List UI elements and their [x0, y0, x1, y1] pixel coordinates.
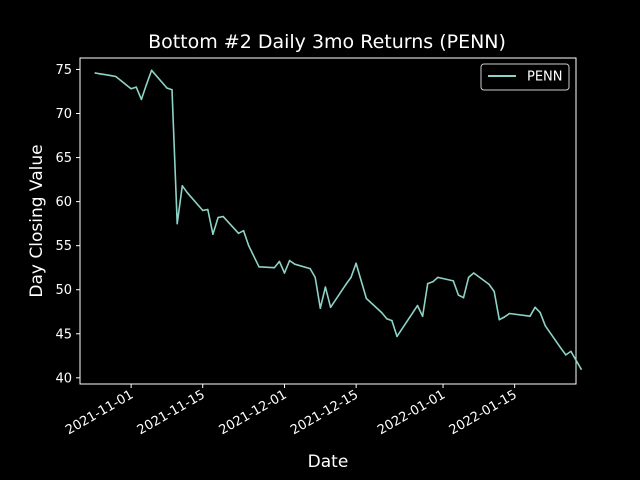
y-tick-label: 60 — [55, 195, 72, 210]
data-point — [529, 315, 531, 318]
data-point — [350, 276, 352, 279]
data-point — [258, 266, 260, 268]
data-point — [488, 283, 490, 286]
y-axis: 40 45 50 55 60 65 70 75 — [55, 63, 80, 386]
data-point — [201, 209, 204, 212]
data-point — [462, 296, 465, 299]
data-point — [176, 222, 178, 225]
data-point — [457, 294, 460, 296]
y-tick-label: 65 — [55, 151, 72, 166]
data-point — [416, 304, 419, 307]
legend: PENN — [480, 63, 570, 91]
data-point — [493, 290, 496, 293]
data-point — [130, 88, 132, 90]
data-point — [181, 185, 184, 187]
data-point — [534, 306, 536, 309]
data-point — [273, 266, 276, 269]
data-point — [283, 272, 286, 274]
data-point — [104, 73, 107, 76]
data-point — [242, 229, 245, 232]
data-point — [544, 325, 547, 327]
y-tick-label: 45 — [55, 327, 72, 342]
data-point — [365, 297, 368, 300]
data-point — [498, 318, 501, 321]
data-point — [171, 88, 173, 91]
data-point — [94, 72, 97, 74]
data-point — [186, 192, 189, 194]
series-layer — [94, 69, 582, 370]
data-point — [508, 312, 511, 315]
data-point — [565, 354, 567, 356]
data-point — [247, 244, 250, 247]
y-tick-label: 40 — [55, 371, 72, 386]
data-point — [288, 259, 291, 262]
data-point — [355, 262, 357, 265]
data-point — [150, 69, 153, 72]
y-tick-label: 70 — [55, 107, 72, 122]
data-point — [212, 233, 214, 235]
data-point — [503, 316, 506, 318]
data-point — [575, 359, 577, 362]
data-point — [559, 347, 562, 349]
y-tick-label: 75 — [55, 63, 72, 78]
chart-title: Bottom #2 Daily 3mo Returns (PENN) — [148, 31, 506, 53]
data-point — [145, 83, 148, 86]
data-point — [396, 335, 398, 338]
legend-box — [480, 63, 570, 91]
data-point — [222, 215, 224, 218]
data-point — [421, 315, 424, 318]
data-point — [294, 263, 296, 266]
data-point — [99, 73, 102, 75]
data-point — [452, 280, 455, 282]
data-point — [135, 86, 137, 88]
data-point — [309, 267, 311, 270]
y-tick-label: 50 — [55, 283, 72, 298]
data-point — [360, 280, 363, 282]
data-point — [278, 260, 281, 263]
data-point — [217, 216, 219, 219]
axes-frame — [79, 57, 577, 385]
data-point — [437, 276, 439, 279]
data-point — [314, 276, 317, 279]
y-axis-label: Day Closing Value — [27, 144, 47, 297]
data-point — [140, 98, 143, 101]
data-point — [391, 319, 393, 322]
data-point — [345, 283, 347, 286]
data-point — [467, 276, 470, 279]
data-point — [432, 281, 434, 283]
data-point — [570, 350, 572, 353]
data-point — [319, 307, 322, 310]
data-point — [237, 232, 240, 235]
data-point — [166, 87, 168, 89]
x-axis-label: Date — [308, 452, 349, 472]
data-point — [426, 282, 429, 285]
data-point — [329, 306, 332, 309]
data-point — [207, 208, 209, 211]
legend-label-penn: PENN — [527, 70, 563, 85]
data-point — [115, 75, 117, 78]
data-point — [380, 311, 383, 314]
data-point — [324, 286, 327, 288]
data-point — [472, 272, 475, 274]
y-tick-label: 55 — [55, 239, 72, 254]
data-point — [539, 311, 541, 314]
data-point — [580, 368, 582, 370]
data-point — [109, 74, 112, 77]
data-point — [386, 318, 388, 320]
